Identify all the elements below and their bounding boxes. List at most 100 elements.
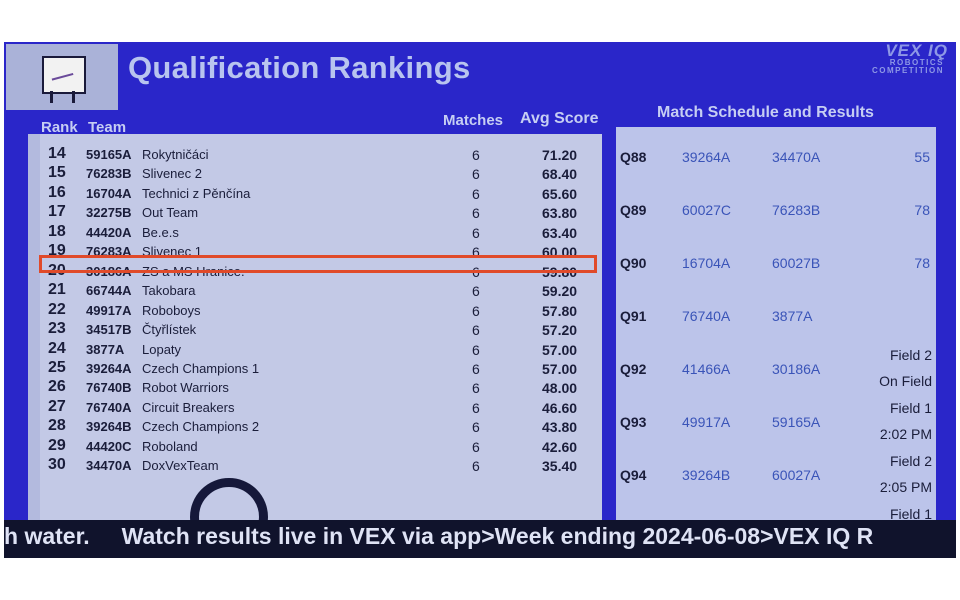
- match-row: Q94 39264B 60027A Field 2 2:05 PM: [616, 448, 936, 500]
- match-team-1: 16704A: [682, 255, 731, 271]
- schedule-heading: Match Schedule and Results: [657, 104, 874, 121]
- ranking-row: 22 49917A Roboboys 6 57.80: [28, 301, 602, 320]
- vex-logo-sub1: ROBOTICS: [889, 58, 944, 67]
- match-team-1: 39264B: [682, 467, 731, 483]
- whiteboard-icon: [42, 56, 86, 94]
- rank-number: 22: [48, 300, 66, 318]
- average-score: 57.00: [542, 341, 578, 358]
- matches-played: 6: [472, 341, 480, 358]
- rank-number: 15: [48, 164, 66, 182]
- ranking-row: 28 39264B Czech Champions 2 6 43.80: [28, 417, 602, 436]
- team-name: Lopaty: [142, 341, 182, 357]
- matches-played: 6: [472, 224, 480, 241]
- match-row: Q90 16704A 60027B 78: [616, 236, 936, 288]
- matches-played: 6: [472, 458, 480, 475]
- match-team-1: 60027C: [682, 202, 732, 218]
- rank-number: 21: [48, 281, 66, 299]
- average-score: 68.40: [542, 166, 578, 183]
- matches-played: 6: [472, 322, 480, 339]
- average-score: 57.20: [542, 322, 578, 339]
- team-number: 32275B: [86, 205, 132, 221]
- match-id: Q90: [620, 255, 647, 271]
- team-number: 66744A: [86, 283, 132, 299]
- match-row: Q88 39264A 34470A 55: [616, 130, 936, 182]
- team-number: 49917A: [86, 302, 132, 318]
- match-team-1: 76740A: [682, 308, 731, 324]
- team-name: Czech Champions 1: [142, 360, 260, 376]
- average-score: 43.80: [542, 419, 578, 436]
- rank-column-header: Rank: [41, 119, 78, 136]
- rank-number: 28: [48, 417, 66, 435]
- rank-number: 23: [48, 320, 66, 338]
- average-score: 35.40: [542, 458, 578, 475]
- average-score: 46.60: [542, 399, 578, 416]
- match-time-status: 2:02 PM: [879, 426, 932, 442]
- matches-played: 6: [472, 360, 480, 377]
- match-time-status: On Field: [879, 373, 932, 389]
- team-name: Robot Warriors: [142, 380, 229, 396]
- match-time-status: 2:05 PM: [879, 479, 932, 495]
- match-id: Q93: [620, 414, 647, 430]
- team-name: Technici z Pěnčína: [142, 185, 251, 201]
- match-team-2: 60027B: [772, 255, 821, 271]
- match-id: Q88: [620, 149, 647, 165]
- match-team-2: 76283B: [772, 202, 821, 218]
- rank-number: 16: [48, 183, 66, 201]
- team-name: Čtyřlístek: [142, 322, 197, 338]
- match-team-1: 39264A: [682, 149, 731, 165]
- match-id: Q89: [620, 202, 647, 218]
- ranking-row: 14 59165A Rokytničáci 6 71.20: [28, 145, 602, 164]
- team-name: Circuit Breakers: [142, 399, 235, 415]
- match-id: Q91: [620, 308, 647, 324]
- ticker-text: h water. Watch results live in VEX via a…: [4, 523, 874, 549]
- team-name: Roboboys: [142, 302, 201, 318]
- matches-played: 6: [472, 283, 480, 300]
- vex-iq-logo: VEX IQ: [885, 42, 948, 60]
- match-team-2: 34470A: [772, 149, 821, 165]
- matches-played: 6: [472, 438, 480, 455]
- matches-played: 6: [472, 399, 480, 416]
- rank-number: 30: [48, 456, 66, 474]
- match-field: Field 1: [889, 400, 932, 416]
- team-number: 34470A: [86, 458, 132, 474]
- average-score: 65.60: [542, 185, 578, 202]
- match-team-2: 60027A: [772, 467, 821, 483]
- rank-number: 29: [48, 436, 66, 454]
- team-number: 44420C: [86, 438, 132, 454]
- team-number: 34517B: [86, 322, 132, 338]
- match-field: Field 1: [889, 506, 932, 522]
- team-name: Takobara: [142, 283, 196, 299]
- team-number: 76740B: [86, 380, 132, 396]
- average-score: 63.80: [542, 205, 578, 222]
- rankings-table: 14 59165A Rokytničáci 6 71.20 15 76283B Slivene…: [28, 134, 602, 534]
- team-name: DoxVexTeam: [142, 458, 219, 474]
- rank-number: 14: [48, 145, 66, 162]
- ranking-row: 26 76740B Robot Warriors 6 48.00: [28, 378, 602, 397]
- match-row: Q92 41466A 30186A Field 2 On Field: [616, 342, 936, 394]
- match-row: Q89 60027C 76283B 78: [616, 183, 936, 235]
- match-score: 78: [914, 202, 930, 218]
- matches-played: 6: [472, 419, 480, 436]
- ranking-row: 18 44420A Be.e.s 6 63.40: [28, 223, 602, 242]
- ranking-row: 24 3877A Lopaty 6 57.00: [28, 340, 602, 359]
- avg-score-column-header: Avg Score: [520, 110, 599, 127]
- match-team-2: 3877A: [772, 308, 813, 324]
- average-score: 63.40: [542, 224, 578, 241]
- team-name: Slivenec 2: [142, 166, 202, 182]
- match-team-1: 41466A: [682, 361, 731, 377]
- average-score: 57.00: [542, 360, 578, 377]
- team-number: 16704A: [86, 185, 132, 201]
- match-field: Field 2: [889, 347, 932, 363]
- matches-column-header: Matches: [443, 112, 504, 129]
- average-score: 42.60: [542, 438, 578, 455]
- team-column-header: Team: [88, 119, 127, 136]
- rank-number: 25: [48, 358, 66, 376]
- news-ticker: h water. Watch results live in VEX via a…: [4, 520, 956, 558]
- match-score: 78: [914, 255, 930, 271]
- average-score: 71.20: [542, 147, 578, 163]
- ranking-row: 30 34470A DoxVexTeam 6 35.40: [28, 456, 602, 475]
- team-number: 3877A: [86, 341, 125, 357]
- match-row: Q91 76740A 3877A: [616, 289, 936, 341]
- ranking-row: 25 39264A Czech Champions 1 6 57.00: [28, 359, 602, 378]
- rank-number: 18: [48, 222, 66, 240]
